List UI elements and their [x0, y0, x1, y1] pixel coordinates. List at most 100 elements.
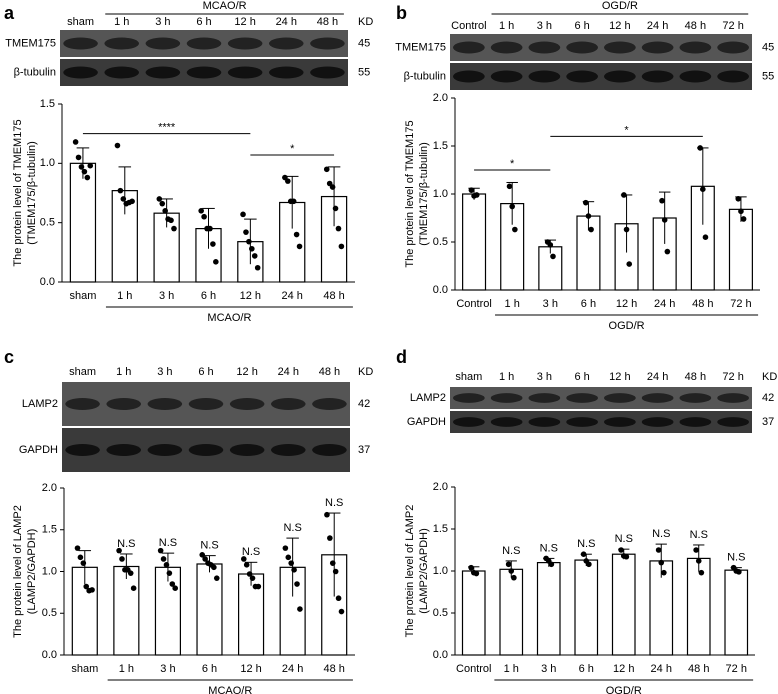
y-tick-label: 0.0 [42, 649, 57, 661]
protein-label: LAMP2 [22, 398, 58, 410]
lane-label: 12 h [609, 20, 630, 32]
data-point [254, 264, 261, 271]
blot-band [188, 398, 224, 410]
blot-band [269, 37, 304, 50]
blot-group-label: OGD/R [602, 0, 638, 12]
data-point [172, 585, 179, 591]
lane-label: 72 h [722, 20, 743, 32]
bar [462, 193, 487, 291]
blot-band [604, 70, 636, 83]
data-point [202, 556, 208, 562]
data-point [512, 226, 518, 233]
data-point [468, 564, 474, 571]
y-tick-label: 2.0 [433, 481, 448, 493]
data-point [213, 259, 219, 265]
data-point [582, 199, 589, 206]
data-point [697, 145, 703, 151]
significance-label: * [290, 143, 295, 155]
data-point [255, 583, 262, 590]
data-point [249, 245, 255, 252]
data-point [127, 570, 134, 576]
x-tick-label: 12 h [616, 298, 637, 310]
bar [69, 162, 97, 283]
group-label: MCAO/R [207, 312, 251, 324]
blot-band [106, 398, 141, 410]
data-point [661, 569, 667, 576]
x-tick-label: 3 h [543, 298, 558, 310]
data-point [661, 217, 668, 223]
lane-label: 48 h [685, 371, 706, 383]
data-point [84, 174, 91, 181]
blot-strip [450, 411, 752, 433]
data-point [243, 229, 249, 235]
data-point [78, 164, 85, 170]
data-point [251, 253, 258, 259]
y-tick-label: 2.0 [42, 482, 57, 494]
data-point [163, 562, 170, 568]
x-tick-label: 1 h [504, 663, 519, 675]
data-point [168, 217, 174, 224]
x-tick-label: 48 h [323, 290, 344, 302]
data-point [169, 581, 176, 587]
annotation: N.S [540, 542, 558, 554]
blot-band [310, 66, 345, 79]
lane-label: 6 h [196, 16, 211, 28]
data-point [166, 570, 173, 576]
x-tick-label: sham [69, 290, 96, 302]
x-tick-label: 12 h [613, 663, 634, 675]
data-point [120, 196, 127, 202]
annotation: N.S [690, 529, 708, 541]
lane-label: 24 h [647, 371, 668, 383]
data-point [290, 198, 297, 205]
kd-label: 55 [762, 70, 774, 82]
data-point [740, 216, 747, 222]
lane-label: 1 h [499, 371, 514, 383]
bar [574, 559, 599, 656]
bar [153, 212, 180, 283]
panel-letter: a [4, 3, 15, 23]
data-point [72, 139, 79, 145]
data-point [80, 560, 87, 566]
blot-band [147, 398, 183, 410]
lane-label: 6 h [198, 366, 213, 378]
blot-band [566, 41, 598, 54]
protein-label: β-tubulin [14, 66, 56, 78]
blot-group-label: MCAO/R [203, 0, 247, 12]
y-axis-label: (TMEM175/β-tubulin) [26, 141, 38, 245]
data-point [338, 608, 345, 615]
data-point [511, 574, 517, 581]
blot-band [679, 393, 712, 403]
blot-strip [450, 387, 752, 409]
blot-band [717, 417, 749, 427]
data-point [329, 560, 336, 566]
bar [499, 568, 524, 656]
blot-band [65, 398, 100, 410]
lane-label: 3 h [155, 16, 170, 28]
y-tick-label: 1.0 [433, 188, 448, 200]
x-tick-label: 24 h [282, 663, 303, 675]
protein-label: LAMP2 [410, 392, 446, 404]
x-tick-label: 3 h [160, 663, 175, 675]
lane-label: 6 h [574, 371, 589, 383]
data-point [702, 234, 709, 240]
y-tick-label: 1.5 [433, 523, 448, 535]
protein-label: GAPDH [19, 444, 58, 456]
data-point [658, 559, 665, 566]
data-point [695, 558, 702, 564]
protein-label: TMEM175 [395, 41, 446, 53]
data-point [473, 192, 480, 198]
data-point [655, 547, 662, 553]
data-point [327, 535, 333, 541]
significance-label: **** [158, 122, 176, 134]
data-point [199, 552, 206, 558]
annotation: N.S [325, 497, 343, 509]
data-point [293, 231, 300, 238]
bar [536, 561, 561, 656]
group-label: OGD/R [606, 685, 642, 694]
data-point [129, 198, 135, 205]
x-tick-label: 1 h [505, 298, 520, 310]
kd-label: 55 [358, 66, 370, 78]
data-point [294, 581, 300, 587]
data-point [83, 583, 90, 590]
blot-band [679, 41, 712, 54]
